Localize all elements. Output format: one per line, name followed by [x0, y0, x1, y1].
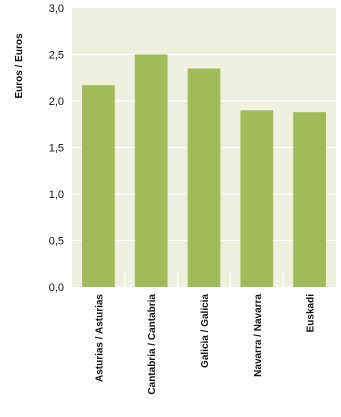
- y-tick-label: 2,5: [49, 50, 64, 62]
- y-tick-label: 0,0: [49, 282, 64, 294]
- bar: [187, 68, 221, 287]
- x-category-label: Navarra / Navarra: [253, 294, 264, 377]
- y-axis-ticks: 0,0 0,5 1,0 1,5 2,0 2,5 3,0: [49, 3, 64, 294]
- y-axis-title: Euros / Euros: [14, 33, 25, 98]
- y-tick-label: 3,0: [49, 3, 64, 15]
- y-tick-label: 0,5: [49, 236, 64, 248]
- bar: [240, 110, 274, 287]
- bar: [82, 85, 115, 287]
- y-tick-label: 1,0: [49, 189, 64, 201]
- x-category-label: Galicia / Galicia: [200, 294, 211, 368]
- x-category-label: Cantabria / Cantabria: [147, 294, 158, 395]
- y-tick-label: 1,5: [49, 143, 64, 155]
- bar: [134, 54, 168, 287]
- x-axis-labels: Asturias / Asturias Cantabria / Cantabria…: [94, 294, 316, 395]
- bar: [293, 112, 326, 287]
- bars: [82, 54, 326, 287]
- x-category-label: Asturias / Asturias: [94, 294, 105, 382]
- y-tick-label: 2,0: [49, 96, 64, 108]
- x-category-label: Euskadi: [306, 294, 317, 333]
